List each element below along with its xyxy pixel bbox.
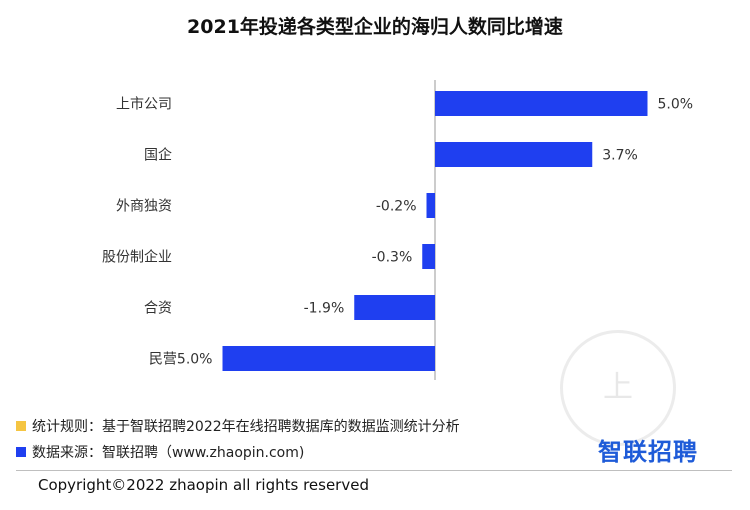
bar-chart: 上市公司 5.0% 国企 3.7% 外商独资 -0.2% 股份制企业 -0.3% 合资 -1.9%… [102,80,694,380]
category-label-5: 民营 [149,352,177,368]
yellow-square-icon [16,421,26,431]
value-label-5: 5.0% [177,352,213,368]
divider [16,470,732,471]
chart-title: 2021年投递各类型企业的海归人数同比增速 [187,16,563,38]
note-statistics-rule-text: 统计规则：基于智联招聘2022年在线招聘数据库的数据监测统计分析 [32,419,460,435]
note-data-source: 数据来源：智联招聘（www.zhaopin.com) [16,442,304,462]
bar-4 [354,295,435,320]
bar-1 [435,142,593,167]
value-label-1: 3.7% [602,148,638,164]
blue-square-icon [16,447,26,457]
category-label-0: 上市公司 [116,96,172,113]
category-label-3: 股份制企业 [102,249,172,266]
note-statistics-rule: 统计规则：基于智联招聘2022年在线招聘数据库的数据监测统计分析 [16,416,460,436]
bar-5 [222,346,435,371]
watermark-seal-icon: 上 [560,330,676,446]
category-value-label-5: 民营5.0% [149,352,213,368]
value-label-3: -0.3% [372,250,413,266]
value-label-0: 5.0% [658,97,694,113]
bar-0 [435,91,648,116]
category-label-4: 合资 [144,301,172,317]
brand-logo: 智联招聘 [598,438,698,466]
bar-3 [422,244,435,269]
category-label-1: 国企 [144,147,172,164]
value-label-4: -1.9% [304,301,345,317]
bar-2 [426,193,435,218]
value-label-2: -0.2% [376,199,417,215]
copyright-text: Copyright©2022 zhaopin all rights reserv… [38,476,369,494]
note-data-source-text: 数据来源：智联招聘（www.zhaopin.com) [32,445,305,461]
category-label-2: 外商独资 [116,199,172,215]
